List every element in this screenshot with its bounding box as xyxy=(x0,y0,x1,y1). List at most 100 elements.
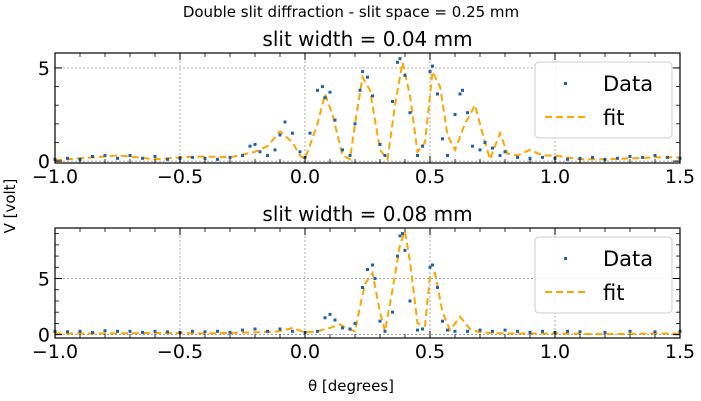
x-tick-label: 1.0 xyxy=(540,166,570,188)
data-point xyxy=(541,329,544,333)
data-point xyxy=(628,155,632,158)
axes-frame xyxy=(54,227,681,339)
data-point xyxy=(396,254,399,258)
data-point xyxy=(358,88,362,92)
data-point xyxy=(333,318,337,322)
fit-line xyxy=(54,62,680,163)
data-point xyxy=(141,330,144,334)
data-point xyxy=(241,328,244,332)
data-point xyxy=(283,120,287,124)
data-point xyxy=(441,137,444,141)
data-point xyxy=(528,156,532,160)
data-point xyxy=(361,286,364,289)
data-point xyxy=(498,154,502,157)
data-point xyxy=(491,329,494,333)
data-point xyxy=(403,248,407,252)
legend-data-marker xyxy=(564,257,567,260)
data-point xyxy=(446,328,449,332)
data-point xyxy=(328,312,332,316)
data-point xyxy=(628,329,632,333)
data-point xyxy=(253,327,257,331)
legend-label-fit: fit xyxy=(603,281,624,305)
data-point xyxy=(578,156,582,160)
x-tick-label: −1.0 xyxy=(32,166,78,188)
data-point xyxy=(228,155,232,159)
data-point xyxy=(316,88,319,92)
x-tick-label: 1.5 xyxy=(665,341,695,363)
data-point xyxy=(348,327,352,331)
data-point xyxy=(483,141,487,144)
data-point xyxy=(436,92,439,96)
data-point xyxy=(431,64,434,68)
data-point xyxy=(128,329,132,333)
data-point xyxy=(416,154,419,157)
figure-suptitle: Double slit diffraction - slit space = 0… xyxy=(183,3,519,21)
data-point xyxy=(353,321,357,325)
data-point xyxy=(471,144,474,148)
data-point xyxy=(441,319,444,323)
data-point xyxy=(466,111,469,115)
data-point xyxy=(403,73,407,77)
y-axis-label: V [volt] xyxy=(1,179,19,234)
data-point xyxy=(491,146,494,150)
data-point xyxy=(578,330,582,334)
data-point xyxy=(436,286,439,289)
data-point xyxy=(298,150,302,154)
data-point xyxy=(566,157,569,161)
data-point xyxy=(341,148,344,152)
data-point xyxy=(216,157,219,161)
data-point xyxy=(591,155,594,159)
data-point xyxy=(466,329,469,333)
data-point xyxy=(378,319,382,323)
data-point xyxy=(398,234,402,238)
data-point xyxy=(431,263,434,267)
data-point xyxy=(141,156,144,160)
data-point xyxy=(278,133,282,137)
data-point xyxy=(366,75,369,79)
data-point xyxy=(653,154,657,157)
axes-frame xyxy=(54,52,681,164)
panel-slit-width-0.04: slit width = 0.04 mm −1.0 −0.5 0.0 0.5 1.0 1.5… xyxy=(32,27,695,188)
data-point xyxy=(191,155,194,159)
data-point xyxy=(273,148,277,152)
data-point xyxy=(323,96,327,100)
data-point xyxy=(128,154,132,157)
x-tick-label: 1.0 xyxy=(540,341,570,363)
data-point xyxy=(458,92,462,96)
data-point xyxy=(216,329,219,333)
data-point xyxy=(428,265,432,269)
data-point xyxy=(116,156,119,160)
legend-data-marker xyxy=(564,82,567,85)
data-point xyxy=(103,329,107,333)
data-point xyxy=(153,155,157,158)
data-point xyxy=(478,148,482,152)
data-point xyxy=(321,85,324,89)
data-point xyxy=(478,328,482,332)
data-point xyxy=(228,330,232,334)
panel-title: slit width = 0.08 mm xyxy=(262,202,472,226)
data-point xyxy=(653,330,657,334)
data-point xyxy=(421,327,424,331)
data-point xyxy=(408,111,412,115)
x-tick-label: 0.0 xyxy=(290,341,320,363)
data-point xyxy=(371,263,374,267)
data-point xyxy=(78,329,82,333)
data-point xyxy=(103,154,107,157)
data-point xyxy=(153,329,157,333)
data-point xyxy=(396,60,399,64)
legend-label-fit: fit xyxy=(603,106,624,130)
panel-slit-width-0.08: slit width = 0.08 mm −1.0 −0.5 0.0 0.5 1.0 1.5… xyxy=(32,202,695,363)
data-point xyxy=(266,154,269,157)
x-tick-label: 0.0 xyxy=(290,166,320,188)
data-point xyxy=(666,155,669,159)
x-tick-label: 1.5 xyxy=(665,166,695,188)
x-tick-label: −1.0 xyxy=(32,341,78,363)
data-point xyxy=(91,330,94,334)
data-point xyxy=(446,154,449,157)
x-axis-label: θ [degrees] xyxy=(308,377,394,395)
data-point xyxy=(353,122,357,126)
data-point xyxy=(203,156,207,160)
data-point xyxy=(328,90,332,94)
data-point xyxy=(528,330,532,334)
legend-label-data: Data xyxy=(603,72,653,96)
